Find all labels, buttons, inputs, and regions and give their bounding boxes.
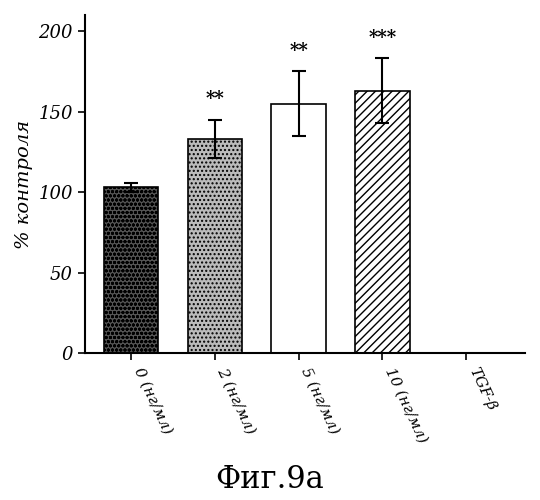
Bar [104,188,158,354]
Bar [272,104,326,354]
Text: ***: *** [368,29,396,47]
Text: **: ** [205,90,224,108]
Text: Фиг.9a: Фиг.9a [215,464,325,495]
Text: **: ** [289,42,308,60]
Y-axis label: % контроля: % контроля [15,120,33,248]
Bar [187,139,242,354]
Bar [355,90,410,354]
